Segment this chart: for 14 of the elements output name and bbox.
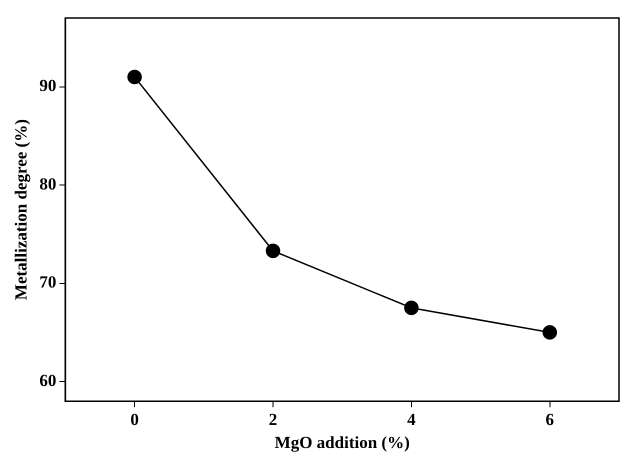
y-tick-label: 70 xyxy=(39,272,56,292)
x-tick-label: 2 xyxy=(268,410,278,429)
point xyxy=(127,70,142,84)
x-tick-label: 4 xyxy=(407,410,416,429)
y-axis-title: Metallization degree (%) xyxy=(12,119,31,300)
x-tick-label: 6 xyxy=(546,410,554,429)
point xyxy=(404,300,419,316)
y-tick-label: 80 xyxy=(39,174,56,194)
x-tick-label: 0 xyxy=(130,410,139,429)
y-tick-label: 90 xyxy=(39,76,56,96)
point xyxy=(542,325,558,340)
y-tick-label: 60 xyxy=(39,370,56,390)
point xyxy=(266,244,280,258)
x-axis-title: MgO addition (%) xyxy=(274,433,410,452)
